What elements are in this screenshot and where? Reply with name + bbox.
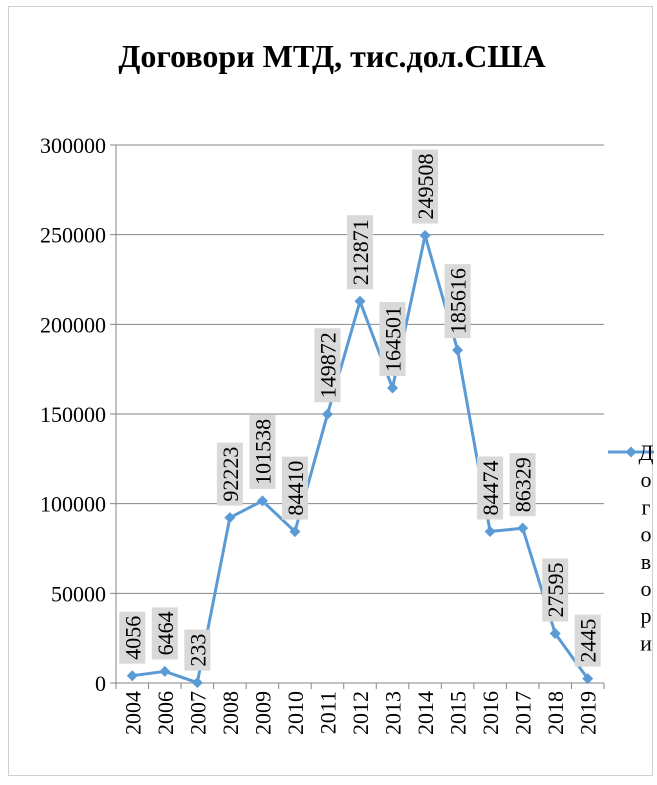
x-tick-label: 2010 bbox=[283, 691, 308, 735]
x-tick-label: 2019 bbox=[576, 691, 601, 735]
data-point-marker bbox=[127, 670, 138, 681]
y-tick-label: 250000 bbox=[40, 223, 106, 248]
data-label: 101538 bbox=[250, 419, 275, 485]
data-point-marker bbox=[192, 677, 203, 688]
x-tick-label: 2012 bbox=[348, 691, 373, 735]
data-label: 185616 bbox=[446, 268, 471, 334]
legend-label-char: г bbox=[641, 494, 650, 519]
data-label: 86329 bbox=[511, 457, 536, 512]
chart-title: Договори МТД, тис.дол.США bbox=[118, 38, 545, 74]
data-label: 212871 bbox=[348, 219, 373, 285]
data-point-marker bbox=[387, 382, 398, 393]
data-label: 164501 bbox=[381, 306, 406, 372]
data-label: 6464 bbox=[153, 611, 178, 655]
data-label: 4056 bbox=[120, 616, 145, 660]
data-label: 149872 bbox=[315, 332, 340, 398]
data-point-marker bbox=[452, 345, 463, 356]
data-point-marker bbox=[517, 523, 528, 534]
data-label: 2445 bbox=[576, 619, 601, 663]
x-tick-labels: 2004 2006 2007 2008 2009 2010 2011 2012 2013 2014… bbox=[120, 691, 600, 735]
x-tick-label: 2011 bbox=[315, 691, 340, 734]
y-tick-label: 0 bbox=[95, 671, 106, 696]
x-tick-label: 2018 bbox=[543, 691, 568, 735]
data-label: 233 bbox=[185, 634, 210, 667]
x-tick-label: 2015 bbox=[446, 691, 471, 735]
x-tick-label: 2013 bbox=[381, 691, 406, 735]
x-tick-label: 2009 bbox=[250, 691, 275, 735]
data-point-marker bbox=[322, 409, 333, 420]
x-tick-label: 2014 bbox=[413, 691, 438, 735]
data-point-marker bbox=[420, 230, 431, 241]
y-tick-label: 150000 bbox=[40, 402, 106, 427]
y-tick-label: 50000 bbox=[51, 581, 106, 606]
x-tick-label: 2016 bbox=[478, 691, 503, 735]
legend-label-char: о bbox=[641, 576, 652, 601]
legend-label-char: в bbox=[641, 549, 651, 574]
legend-marker bbox=[626, 447, 637, 458]
data-point-marker bbox=[355, 296, 366, 307]
legend-label-char: и bbox=[640, 630, 652, 655]
x-tick-label: 2007 bbox=[185, 691, 210, 735]
x-tick-label: 2017 bbox=[511, 691, 536, 735]
data-label: 84474 bbox=[478, 461, 503, 516]
x-tick-label: 2006 bbox=[153, 691, 178, 735]
legend-label-char: р bbox=[641, 603, 652, 628]
data-labels: 4056 6464 233 92223 101538 84410 149872 212871 1… bbox=[119, 150, 600, 671]
data-label: 249508 bbox=[413, 154, 438, 220]
data-point-marker bbox=[159, 666, 170, 677]
gridlines bbox=[116, 145, 604, 593]
y-tick-label: 300000 bbox=[40, 133, 106, 158]
data-point-marker bbox=[485, 526, 496, 537]
x-tick-label: 2008 bbox=[218, 691, 243, 735]
y-tick-label: 200000 bbox=[40, 312, 106, 337]
x-tick-label: 2004 bbox=[120, 691, 145, 735]
data-label: 27595 bbox=[543, 563, 568, 618]
y-tick-labels: 0 50000 100000 150000 200000 250000 300000 bbox=[40, 133, 106, 696]
legend-label-char: Д bbox=[638, 440, 653, 465]
legend-label-char: о bbox=[641, 467, 652, 492]
data-label: 92223 bbox=[218, 447, 243, 502]
y-tick-label: 100000 bbox=[40, 492, 106, 517]
data-point-marker bbox=[224, 512, 235, 523]
data-label: 84410 bbox=[283, 461, 308, 516]
legend-label-char: о bbox=[641, 522, 652, 547]
